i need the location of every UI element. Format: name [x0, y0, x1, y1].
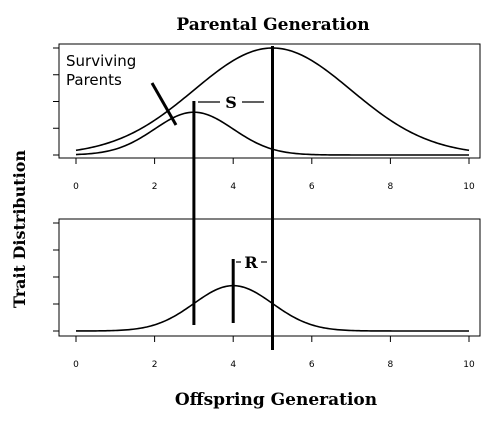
x-tick-label: 10	[463, 182, 475, 192]
offspring-generation-title: Offspring Generation	[175, 390, 377, 410]
x-tick-label: 4	[230, 360, 236, 370]
x-tick-label: 8	[388, 182, 394, 192]
surviving-parents-label-line1: Surviving	[66, 52, 136, 70]
x-tick-label: 0	[73, 182, 79, 192]
x-tick-label: 10	[463, 360, 475, 370]
x-tick-label: 6	[309, 182, 315, 192]
y-axis-label: Trait Distribution	[10, 150, 29, 308]
bottom-panel-frame	[58, 218, 481, 337]
x-tick-label: 2	[152, 360, 158, 370]
parental-generation-title: Parental Generation	[176, 15, 369, 35]
x-tick-label: 2	[152, 182, 158, 192]
offspring-panel: 0 2 4 6 8 10	[53, 222, 475, 370]
surviving-parents-pointer	[150, 82, 178, 126]
x-tick-label: 0	[73, 360, 79, 370]
surviving-parents-label-line2: Parents	[66, 71, 122, 89]
x-tick-label: 6	[309, 360, 315, 370]
s-label: S	[225, 93, 237, 112]
x-tick-label: 4	[230, 182, 236, 192]
x-tick-label: 8	[388, 360, 394, 370]
r-label: R	[244, 253, 258, 272]
